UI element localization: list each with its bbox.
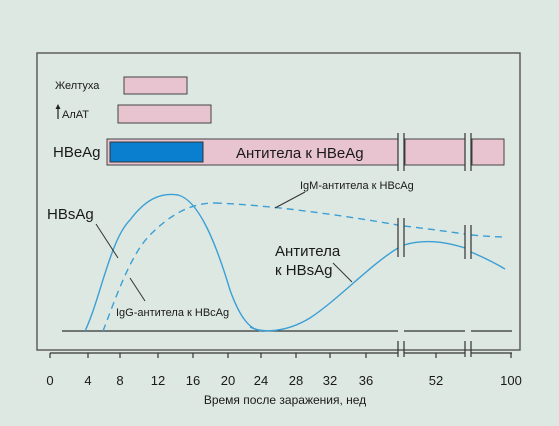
x-tick-label: 8 (116, 373, 123, 388)
x-axis-title: Время после заражения, нед (204, 393, 366, 407)
anti-hbe-bar-seg3 (471, 138, 505, 166)
anti-hbe-bar-seg2 (404, 138, 466, 166)
alt-bar (117, 104, 212, 124)
jaundice-label: Желтуха (55, 80, 100, 92)
x-tick-label: 28 (289, 373, 303, 388)
anti-hbs-leader (332, 262, 353, 283)
x-tick-label: 4 (84, 373, 91, 388)
x-tick-label: 24 (254, 373, 268, 388)
x-tick-label: 36 (359, 373, 373, 388)
jaundice-bar (123, 76, 188, 95)
igm-leader (274, 191, 306, 209)
x-tick-label: 0 (46, 373, 53, 388)
x-tick-labels: 0 4 8 12 16 20 24 28 32 36 52 100 (46, 373, 521, 388)
x-tick-label: 20 (221, 373, 235, 388)
alt-label: АлАТ (62, 109, 89, 121)
hbeag-bar (109, 141, 204, 163)
anti-hbe-label: Антитела к HBeAg (236, 145, 364, 162)
igm-curve-label: IgM-антитела к HBcAg (300, 180, 414, 192)
igg-curve-label: IgG-антитела к HBcAg (116, 307, 229, 319)
hbsag-curve (84, 193, 263, 332)
igm-anti-hbc-curve (214, 202, 506, 238)
alt-rise-arrow-icon (55, 104, 61, 119)
curve-break-marks (397, 218, 472, 259)
x-tick-label: 100 (500, 373, 522, 388)
igg-anti-hbc-curve (102, 202, 216, 332)
x-tick-label: 12 (151, 373, 165, 388)
anti-hbs-label-line2: к HBsAg (275, 262, 332, 279)
hbsag-curve-label: HBsAg (47, 206, 94, 223)
plot-frame (36, 52, 521, 351)
hbsag-leader (95, 223, 119, 259)
x-tick-label: 32 (323, 373, 337, 388)
x-tick-label: 16 (186, 373, 200, 388)
igg-leader (129, 277, 146, 302)
x-axis-ticks (49, 353, 512, 358)
bar-break-marks (397, 133, 472, 171)
hbeag-label: HBeAg (53, 144, 101, 161)
x-tick-label: 52 (429, 373, 443, 388)
anti-hbs-label-line1: Антитела (275, 243, 341, 260)
anti-hbs-curve (249, 240, 506, 332)
x-axis (50, 341, 512, 357)
